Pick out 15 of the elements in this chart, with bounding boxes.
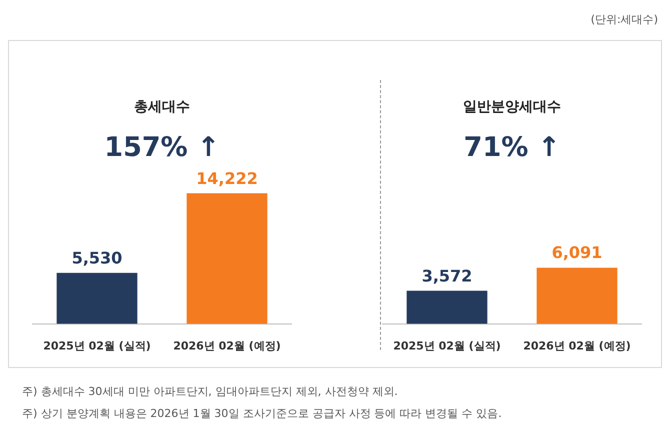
text: 주) 총세대수 30세대 미만 아파트단지, 임대아파트단지 제외, 사전청약 제외. [22, 384, 398, 399]
x-tick-label: 2026년 02월 (예정) [523, 339, 631, 352]
data-label: 14,222 [196, 168, 258, 188]
x-tick-label: 2026년 02월 (예정) [173, 339, 281, 352]
x-tick-label: 2025년 02월 (실적) [393, 339, 501, 352]
chart-title: 총세대수 [133, 98, 191, 116]
text: 157% ↑ [103, 132, 221, 163]
text: 주) 상기 분양계획 내용은 2026년 1월 30일 조사기준으로 공급자 사정 등에 따라 변경될 수 있음. [22, 406, 502, 421]
data-label: 6,091 [552, 243, 602, 262]
data-label: 5,530 [72, 248, 122, 268]
x-tick-label: 2025년 02월 (실적) [43, 339, 151, 352]
data-label: 3,572 [422, 266, 472, 286]
text: (단위:세대수) [590, 12, 658, 27]
text: 71% ↑ [462, 132, 562, 163]
chart-title: 일반분양세대수 [462, 98, 562, 116]
